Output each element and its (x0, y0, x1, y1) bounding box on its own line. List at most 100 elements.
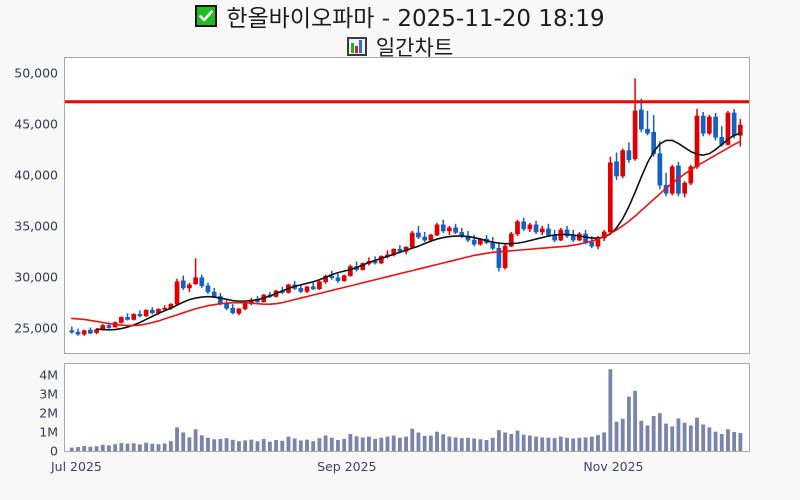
candlestick (81, 329, 87, 336)
price-chart-panel[interactable] (64, 57, 750, 354)
candlestick (694, 108, 700, 169)
candlestick (700, 111, 706, 137)
candlestick (490, 237, 496, 251)
candlestick (230, 304, 236, 315)
candlestick (614, 152, 619, 181)
volume-bar (608, 369, 613, 451)
candlestick (645, 110, 650, 136)
volume-bar (732, 432, 737, 451)
candlestick (317, 280, 322, 290)
volume-bar (515, 430, 520, 451)
candlestick (434, 222, 440, 237)
moving-average-line (71, 140, 742, 327)
candlestick (533, 220, 539, 234)
volume-bar (280, 440, 285, 451)
volume-bar (688, 425, 693, 451)
volume-axis-tick-label: 1M (39, 424, 58, 440)
candlestick (620, 148, 626, 179)
volume-bar (181, 432, 186, 451)
volume-axis-tick-label: 0 (50, 443, 58, 459)
volume-bar (367, 436, 371, 451)
candlestick (416, 225, 421, 240)
volume-bar (317, 438, 322, 451)
y-axis-tick-label: 30,000 (14, 269, 58, 285)
candlestick (521, 217, 527, 231)
volume-bar (404, 436, 408, 451)
page-title: 한올바이오파마 - 2025-11-20 18:19 (226, 6, 605, 32)
volume-bar (206, 437, 210, 451)
volume-bar (571, 438, 576, 451)
volume-bar (707, 427, 712, 451)
volume-bar (719, 433, 724, 451)
candlestick (422, 231, 427, 243)
volume-bar (682, 422, 687, 451)
volume-bar (131, 443, 136, 451)
volume-bar (137, 444, 142, 451)
y-axis-tick-label: 35,000 (14, 218, 58, 234)
volume-bar (342, 438, 347, 451)
volume-bar (589, 436, 594, 451)
volume-bar (379, 437, 384, 451)
candlestick (626, 142, 632, 163)
volume-bar (168, 441, 173, 451)
candlestick (88, 327, 93, 335)
candlestick (187, 282, 192, 292)
volume-bar (602, 432, 607, 451)
candlestick (663, 172, 669, 197)
volume-bar (645, 425, 650, 451)
volume-chart-panel[interactable] (64, 363, 750, 452)
chart-type-label: 일간차트 (375, 35, 454, 60)
volume-bar (509, 433, 514, 451)
volume-bar (552, 438, 557, 451)
candlestick (205, 282, 211, 294)
volume-bar (583, 437, 588, 451)
volume-bar (391, 435, 396, 451)
volume-bar (187, 437, 192, 451)
volume-bar (484, 440, 489, 451)
candlestick (707, 114, 712, 136)
candlestick (298, 284, 304, 293)
title-row: 한올바이오파마 - 2025-11-20 18:19 (0, 1, 800, 32)
volume-bar (212, 439, 217, 451)
y-axis-tick-label: 40,000 (14, 167, 58, 183)
candlestick (199, 274, 205, 288)
volume-bar (670, 426, 675, 451)
volume-bar (397, 437, 402, 451)
volume-bar (218, 438, 223, 451)
x-axis-tick-label: Jul 2025 (50, 459, 102, 474)
y-axis-tick-label: 45,000 (14, 116, 58, 132)
volume-axis-tick-label: 4M (39, 367, 58, 383)
volume-bar (546, 437, 551, 451)
volume-bar (521, 434, 526, 451)
candlestick (131, 313, 137, 321)
volume-bar (336, 440, 340, 451)
candlestick (335, 273, 341, 283)
candlestick (447, 225, 452, 235)
volume-bar (144, 442, 149, 451)
volume-bar (435, 431, 439, 451)
price-chart-svg (65, 78, 749, 336)
volume-bar (633, 390, 638, 451)
volume-axis-tick-label: 2M (39, 405, 58, 421)
volume-bar (565, 437, 569, 451)
volume-bar (577, 437, 582, 451)
candlestick (236, 308, 242, 316)
candlestick (409, 230, 415, 249)
volume-bar (82, 446, 87, 451)
volume-bar (224, 438, 229, 451)
volume-bar (249, 439, 254, 451)
candlestick (125, 313, 130, 321)
volume-bar (150, 443, 155, 451)
volume-bar (558, 436, 563, 451)
y-axis-tick-label: 50,000 (14, 65, 58, 81)
candlestick (564, 225, 570, 239)
volume-bar (695, 417, 699, 451)
volume-bar (385, 436, 390, 451)
bar-chart-icon-blue-bar (359, 40, 363, 53)
candlestick (453, 223, 458, 234)
volume-bar (267, 441, 272, 451)
volume-bar (107, 445, 111, 451)
volume-bar (94, 446, 99, 451)
candlestick (508, 231, 514, 248)
